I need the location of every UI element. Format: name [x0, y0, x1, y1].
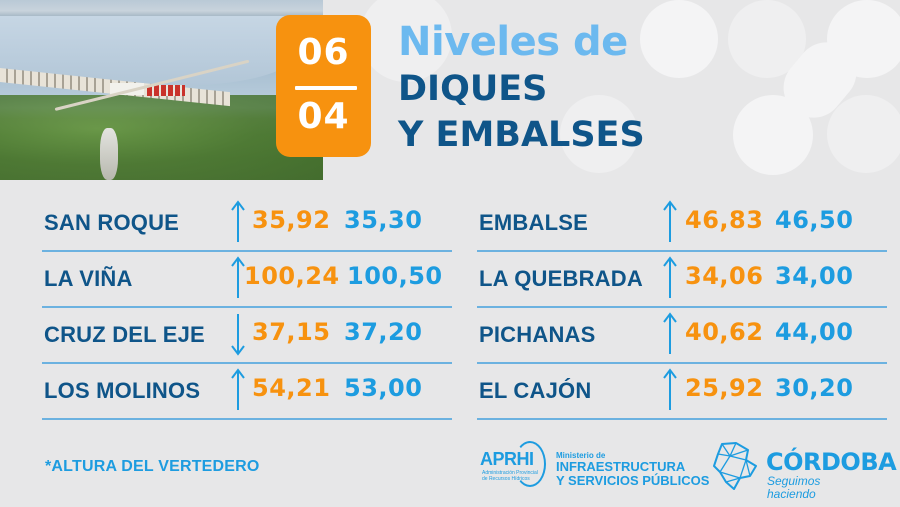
spillway-height: 44,00	[775, 318, 854, 346]
date-separator	[295, 86, 357, 90]
reservoir-name: LA QUEBRADA	[479, 266, 643, 291]
table-row: EL CAJÓN 25,92 30,20	[477, 364, 887, 420]
title-line-2: DIQUES	[398, 69, 548, 109]
spillway-height: 53,00	[344, 374, 423, 402]
spillway-height: 46,50	[775, 206, 854, 234]
reservoir-name: SAN ROQUE	[44, 210, 180, 235]
current-level: 35,92	[252, 206, 331, 234]
aprhi-name: APRHI	[480, 449, 534, 469]
date-day: 06	[297, 32, 350, 73]
current-level: 25,92	[685, 374, 764, 402]
cordoba-name: CÓRDOBA	[766, 448, 897, 476]
footnote: *ALTURA DEL VERTEDERO	[45, 458, 260, 475]
table-row: LOS MOLINOS 54,21 53,00	[42, 364, 452, 420]
date-month: 04	[297, 96, 350, 137]
current-level: 40,62	[685, 318, 764, 346]
background-circle	[560, 95, 638, 173]
dam-photo	[0, 0, 323, 180]
aprhi-subtitle: Administración Provincial de Recursos Hí…	[482, 470, 538, 482]
date-badge: 06 04	[276, 15, 371, 157]
reservoir-table-left: SAN ROQUE 35,92 35,30 LA VIÑA 100,24 100…	[42, 196, 452, 420]
current-level: 34,06	[685, 262, 764, 290]
current-level: 46,83	[685, 206, 764, 234]
table-row: EMBALSE 46,83 46,50	[477, 196, 887, 252]
arrow-down-icon	[231, 314, 245, 356]
ministerio-line-2: INFRAESTRUCTURA	[556, 459, 686, 474]
title-line-3: Y EMBALSES	[398, 115, 645, 155]
table-row: CRUZ DEL EJE 37,15 37,20	[42, 308, 452, 364]
reservoir-table-right: EMBALSE 46,83 46,50 LA QUEBRADA 34,06 34…	[477, 196, 887, 420]
cordoba-province-map-icon	[713, 442, 757, 490]
arrow-up-icon	[663, 256, 677, 298]
background-circle	[640, 0, 718, 78]
current-level: 100,24	[244, 262, 340, 290]
title-line-1: Niveles de	[398, 19, 628, 65]
arrow-up-icon	[663, 312, 677, 354]
ministerio-line-1: Ministerio de	[556, 451, 606, 460]
current-level: 54,21	[252, 374, 331, 402]
reservoir-name: EL CAJÓN	[479, 378, 592, 403]
reservoir-name: LOS MOLINOS	[44, 378, 201, 403]
reservoir-name: LA VIÑA	[44, 266, 133, 291]
ministerio-logo: Ministerio de INFRAESTRUCTURA Y SERVICIO…	[556, 451, 709, 488]
arrow-up-icon	[231, 368, 245, 410]
spillway-height: 30,20	[775, 374, 854, 402]
reservoir-name: CRUZ DEL EJE	[44, 322, 205, 347]
background-circle	[360, 0, 452, 82]
arrow-up-icon	[231, 200, 245, 242]
cordoba-logo: CÓRDOBA Seguimos haciendo	[712, 442, 897, 501]
arrow-up-icon	[663, 368, 677, 410]
spillway-height: 34,00	[775, 262, 854, 290]
aprhi-ring-icon	[514, 441, 546, 487]
page-title: Niveles de DIQUES Y EMBALSES	[398, 18, 645, 158]
table-row: PICHANAS 40,62 44,00	[477, 308, 887, 364]
spillway-height: 37,20	[344, 318, 423, 346]
table-row: LA VIÑA 100,24 100,50	[42, 252, 452, 308]
ministerio-line-3: Y SERVICIOS PÚBLICOS	[556, 473, 710, 488]
spillway-height: 100,50	[347, 262, 443, 290]
background-circle	[827, 95, 900, 173]
aprhi-logo: APRHI Administración Provincial de Recur…	[478, 441, 548, 487]
cordoba-slogan: Seguimos haciendo	[767, 474, 821, 501]
spillway-height: 35,30	[344, 206, 423, 234]
arrow-up-icon	[663, 200, 677, 242]
arrow-up-icon	[231, 256, 245, 298]
table-row: SAN ROQUE 35,92 35,30	[42, 196, 452, 252]
current-level: 37,15	[252, 318, 331, 346]
reservoir-name: EMBALSE	[479, 210, 588, 235]
reservoir-name: PICHANAS	[479, 322, 596, 347]
table-row: LA QUEBRADA 34,06 34,00	[477, 252, 887, 308]
